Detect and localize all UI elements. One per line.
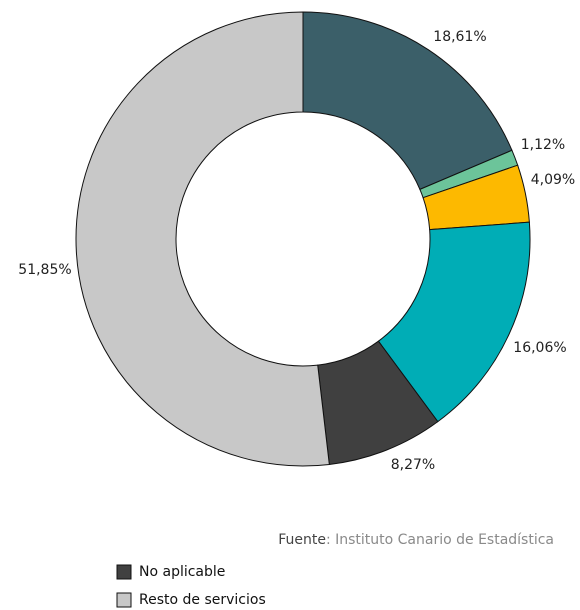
donut-slice — [75, 11, 330, 467]
source-text: : Instituto Canario de Estadística — [326, 532, 554, 548]
data-label: 18,61% — [433, 29, 486, 45]
legend-swatch — [116, 592, 132, 608]
source: Fuente: Instituto Canario de Estadística — [278, 532, 554, 548]
legend-label: Resto de servicios — [139, 592, 266, 608]
data-label: 51,85% — [18, 262, 71, 278]
donut-slice — [377, 221, 531, 423]
data-label: 8,27% — [391, 457, 435, 473]
legend-swatch — [116, 564, 132, 580]
donut-slice — [302, 11, 513, 191]
source-label: Fuente — [278, 532, 326, 548]
data-label: 1,12% — [521, 137, 565, 153]
legend-label: No aplicable — [139, 564, 225, 580]
data-label: 4,09% — [531, 172, 575, 188]
data-label: 16,06% — [513, 340, 566, 356]
